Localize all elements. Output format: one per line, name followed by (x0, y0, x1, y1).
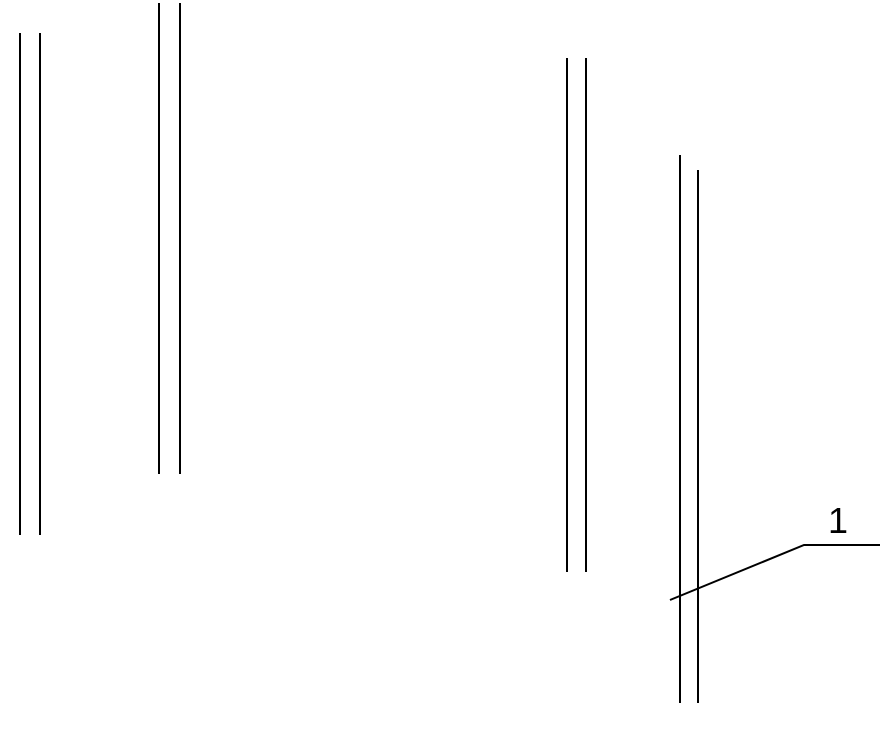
diagram-canvas: 1 (0, 0, 896, 734)
leader-callout: 1 (670, 500, 880, 600)
line-pair-pair-3 (567, 58, 586, 572)
line-groups (20, 3, 698, 703)
line-pair-pair-4 (680, 155, 698, 703)
line-pair-pair-1 (20, 33, 40, 535)
leader-line (670, 545, 880, 600)
line-pair-pair-2 (159, 3, 180, 474)
leader-label: 1 (828, 500, 848, 541)
